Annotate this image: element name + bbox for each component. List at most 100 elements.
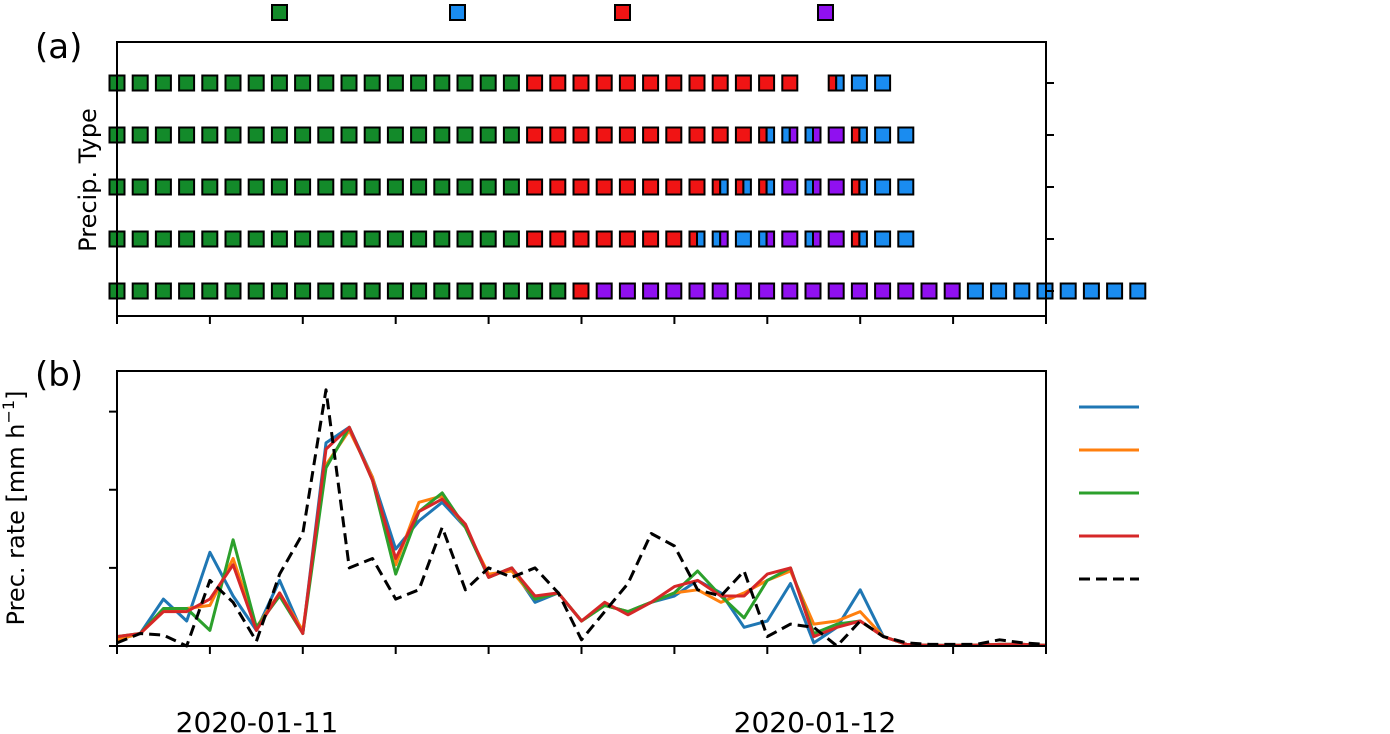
precip-marker xyxy=(479,126,497,144)
precip-marker xyxy=(758,230,768,248)
precip-marker xyxy=(874,74,892,92)
precip-marker xyxy=(340,230,358,248)
precip-marker xyxy=(340,282,358,300)
precip-marker xyxy=(549,126,567,144)
precip-marker xyxy=(1082,282,1100,300)
precip-marker xyxy=(595,74,613,92)
precip-marker xyxy=(618,230,636,248)
precip-marker xyxy=(526,74,544,92)
precip-marker xyxy=(224,282,242,300)
precip-marker xyxy=(247,74,265,92)
precip-marker xyxy=(858,178,868,196)
precip-marker xyxy=(526,230,544,248)
precip-marker xyxy=(742,178,752,196)
precip-marker xyxy=(758,74,776,92)
precip-marker xyxy=(294,230,312,248)
precip-marker xyxy=(897,230,915,248)
precip-marker xyxy=(178,230,196,248)
precip-marker xyxy=(410,74,428,92)
precip-marker xyxy=(294,126,312,144)
precip-marker xyxy=(688,126,706,144)
precip-marker xyxy=(874,230,892,248)
precip-marker xyxy=(502,282,520,300)
precip-marker xyxy=(858,230,868,248)
panel-b-y-ticks xyxy=(109,410,117,647)
precip-marker xyxy=(765,230,776,248)
precip-marker xyxy=(549,230,567,248)
precip-rate-panel: (b) Prec. rate [mm h−1] 2020-01-11 2020-… xyxy=(0,355,1139,734)
precip-marker xyxy=(1129,282,1147,300)
precip-marker xyxy=(154,74,172,92)
precip-marker xyxy=(665,178,683,196)
precip-marker xyxy=(386,126,404,144)
precip-marker xyxy=(850,230,861,248)
precip-marker xyxy=(812,126,822,144)
precip-marker xyxy=(549,178,567,196)
precip-marker xyxy=(642,178,660,196)
precip-marker xyxy=(549,282,567,300)
precip-marker xyxy=(317,178,335,196)
precip-marker xyxy=(502,178,520,196)
precip-marker xyxy=(340,126,358,144)
precip-marker xyxy=(456,178,474,196)
precip-marker xyxy=(642,230,660,248)
precip-rate-legend xyxy=(1079,405,1139,581)
precip-marker xyxy=(812,230,822,248)
series-line-obs-at-uqam-pk xyxy=(116,388,1047,648)
precip-marker xyxy=(154,126,172,144)
precip-marker xyxy=(224,126,242,144)
panel-a-x-ticks xyxy=(116,316,1047,324)
precip-marker xyxy=(247,230,265,248)
precip-marker xyxy=(688,74,706,92)
precip-marker xyxy=(1059,282,1077,300)
precip-marker xyxy=(897,178,915,196)
precip-marker xyxy=(224,74,242,92)
precip-marker xyxy=(433,230,451,248)
precip-marker xyxy=(294,74,312,92)
precip-marker xyxy=(410,230,428,248)
precip-marker xyxy=(827,282,845,300)
precip-marker xyxy=(734,126,752,144)
legend-marker-sn xyxy=(449,4,466,21)
precip-marker xyxy=(874,126,892,144)
precip-marker xyxy=(456,282,474,300)
legend-marker-fzra xyxy=(614,4,631,21)
precip-marker xyxy=(850,126,861,144)
precip-marker xyxy=(201,230,219,248)
precip-marker xyxy=(549,74,567,92)
legend-marker-ra xyxy=(271,4,288,21)
precip-marker xyxy=(201,74,219,92)
precip-marker xyxy=(711,230,722,248)
precip-marker xyxy=(386,282,404,300)
precip-marker xyxy=(340,74,358,92)
precip-marker xyxy=(874,178,892,196)
precip-marker xyxy=(154,178,172,196)
precip-marker xyxy=(131,126,149,144)
precip-marker xyxy=(294,282,312,300)
precip-marker xyxy=(154,282,172,300)
precip-marker xyxy=(247,282,265,300)
panel-b-x-ticks xyxy=(116,646,1047,654)
precip-marker xyxy=(943,282,961,300)
precip-marker xyxy=(688,178,706,196)
precip-marker xyxy=(618,178,636,196)
precip-marker xyxy=(502,74,520,92)
precip-marker xyxy=(410,178,428,196)
precip-marker xyxy=(201,126,219,144)
precip-marker xyxy=(719,178,729,196)
precip-marker xyxy=(734,230,752,248)
precip-marker xyxy=(386,178,404,196)
precip-marker xyxy=(386,230,404,248)
series-line-ncat2-ffd xyxy=(116,425,1047,647)
precip-marker xyxy=(758,126,768,144)
precip-marker xyxy=(804,230,814,248)
precip-marker xyxy=(178,126,196,144)
precip-marker xyxy=(317,282,335,300)
precip-marker xyxy=(595,178,613,196)
precip-marker xyxy=(178,178,196,196)
precip-marker xyxy=(317,126,335,144)
precip-type-panel: (a) Precip. Type xyxy=(35,4,1147,324)
precip-marker xyxy=(734,178,745,196)
precip-marker xyxy=(665,282,683,300)
precip-marker xyxy=(788,126,799,144)
